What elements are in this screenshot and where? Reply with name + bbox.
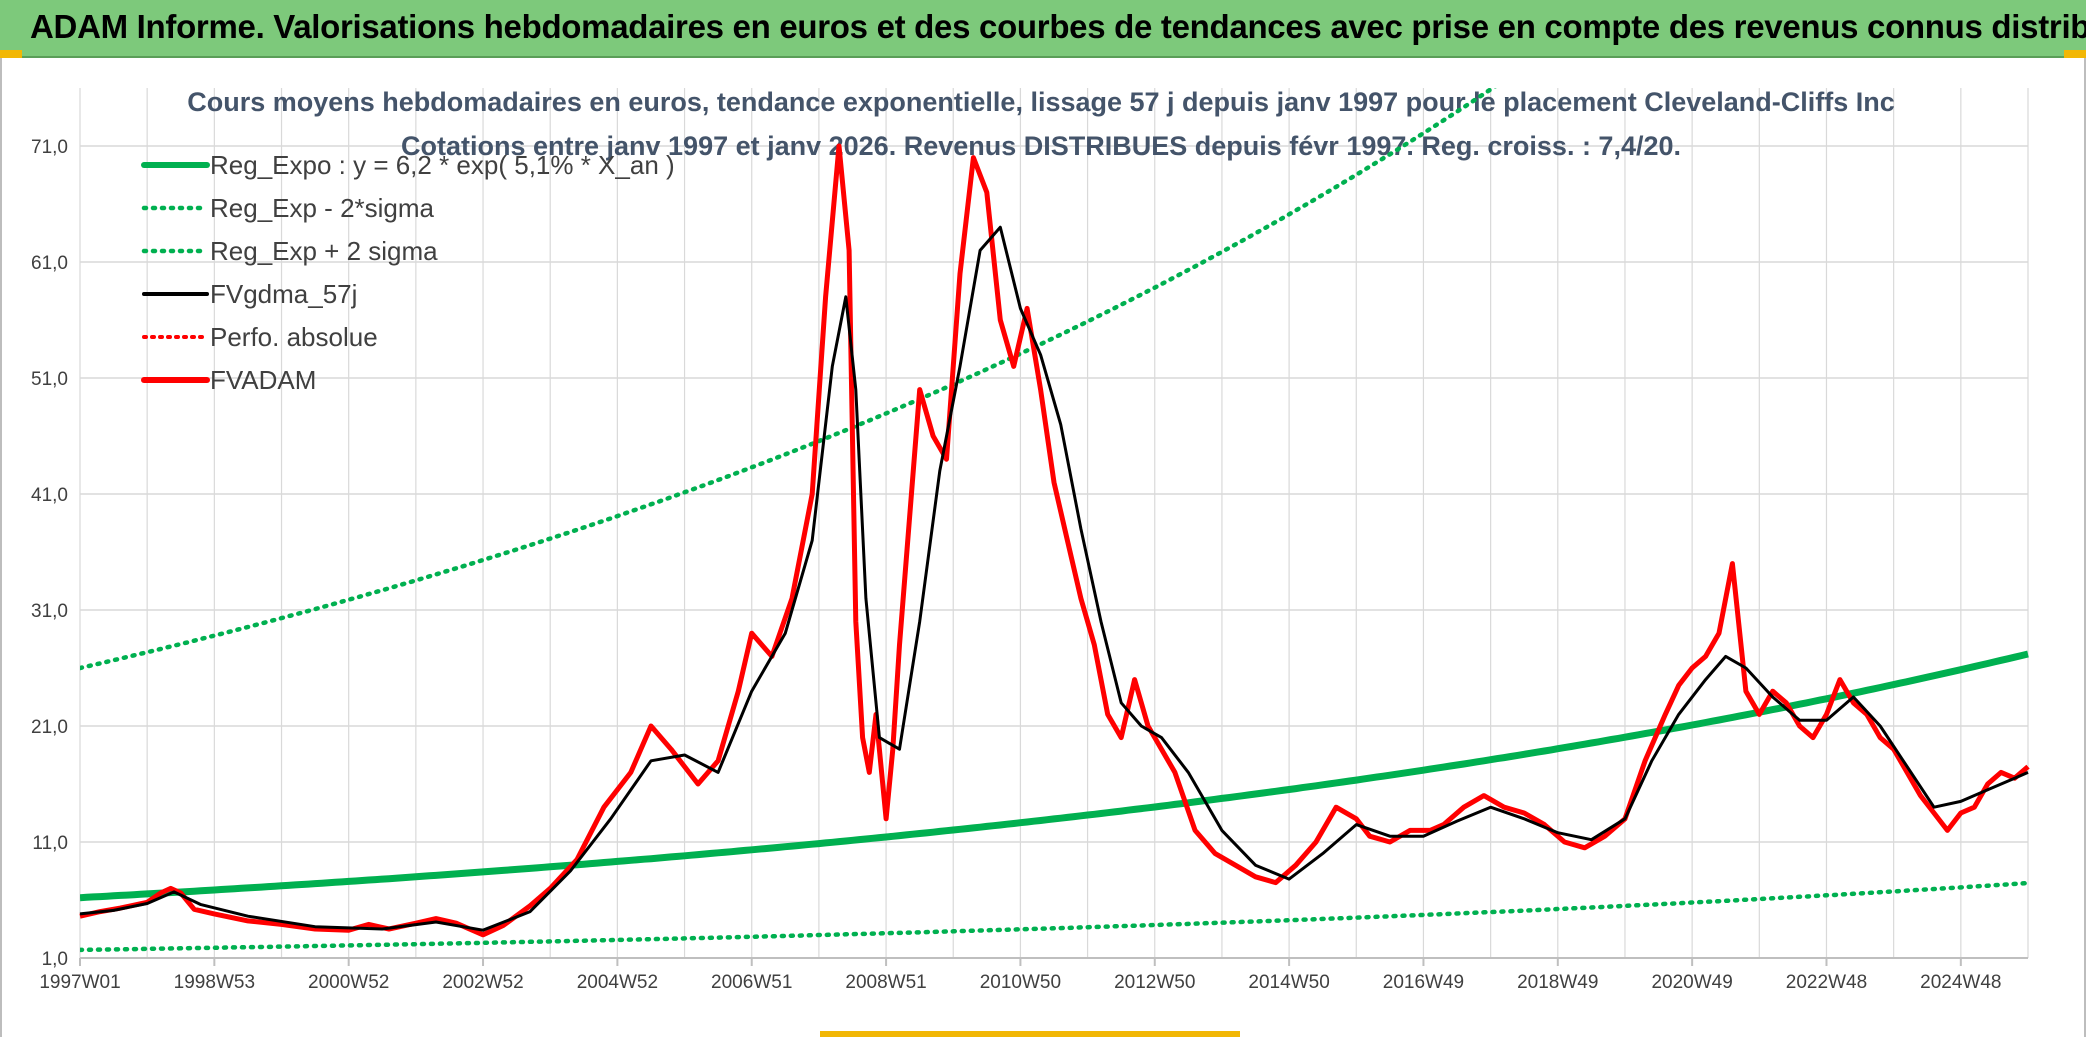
x-tick-label: 2006W51 xyxy=(711,972,792,993)
banner-corner-left xyxy=(0,50,22,58)
grid xyxy=(79,88,2029,959)
footer-accent xyxy=(820,1031,1240,1037)
y-tick-label: 31,0 xyxy=(31,601,68,622)
series-reg-exp-plus-2-sigma xyxy=(80,88,1497,671)
x-tick-label: 2012W50 xyxy=(1114,972,1195,993)
y-axis: 1,0 11,0 21,0 31,0 41,0 51,0 61,0 71,0 xyxy=(31,137,68,970)
x-tick-label: 2018W49 xyxy=(1517,972,1598,993)
legend: Reg_Expo : y = 6,2 * exp( 5,1% * X_an ) R… xyxy=(141,150,675,395)
chart-area: Cours moyens hebdomadaires en euros, ten… xyxy=(0,58,2086,1037)
x-axis: 1997W01 1998W53 2000W52 2002W52 2004W52 2006W… xyxy=(39,958,2001,993)
x-tick-label: 2016W49 xyxy=(1383,972,1464,993)
chart-subtitle: Cotations entre janv 1997 et janv 2026. … xyxy=(401,131,1681,161)
y-tick-label: 41,0 xyxy=(31,485,68,506)
series-fvgdma-57j xyxy=(79,225,2029,932)
y-tick-label: 1,0 xyxy=(42,949,68,970)
x-tick-label: 2000W52 xyxy=(308,972,389,993)
x-tick-label: 2002W52 xyxy=(442,972,523,993)
legend-label: Perfo. absolue xyxy=(210,322,378,352)
banner-corner-right xyxy=(2064,50,2086,58)
x-tick-label: 2004W52 xyxy=(577,972,658,993)
x-tick-label: 2022W48 xyxy=(1786,972,1867,993)
x-tick-label: 2014W50 xyxy=(1248,972,1329,993)
series-layer xyxy=(79,88,2031,953)
x-tick-label: 2024W48 xyxy=(1920,972,2001,993)
y-tick-label: 11,0 xyxy=(32,833,68,854)
series-reg-expo xyxy=(80,650,2029,902)
x-tick-label: 1998W53 xyxy=(174,972,255,993)
legend-label: FVADAM xyxy=(210,365,316,395)
y-tick-label: 61,0 xyxy=(31,253,68,274)
x-tick-label: 2010W50 xyxy=(980,972,1061,993)
y-tick-label: 71,0 xyxy=(31,137,68,158)
x-tick-label: 2020W49 xyxy=(1651,972,1732,993)
legend-label: Reg_Exp + 2 sigma xyxy=(210,236,438,266)
legend-label: Reg_Exp - 2*sigma xyxy=(210,193,435,223)
chart-svg: Cours moyens hebdomadaires en euros, ten… xyxy=(31,87,2031,993)
y-tick-label: 51,0 xyxy=(31,369,68,390)
chart-title: Cours moyens hebdomadaires en euros, ten… xyxy=(187,87,1895,117)
series-reg-exp-minus-2-sigma xyxy=(80,880,2031,953)
report-banner: ADAM Informe. Valorisations hebdomadaire… xyxy=(0,0,2086,58)
legend-label: FVgdma_57j xyxy=(210,279,357,309)
x-tick-label: 2008W51 xyxy=(845,972,926,993)
y-tick-label: 21,0 xyxy=(31,717,68,738)
report-title: ADAM Informe. Valorisations hebdomadaire… xyxy=(30,8,2086,45)
legend-label: Reg_Expo : y = 6,2 * exp( 5,1% * X_an ) xyxy=(210,150,675,180)
x-tick-label: 1997W01 xyxy=(39,972,120,993)
